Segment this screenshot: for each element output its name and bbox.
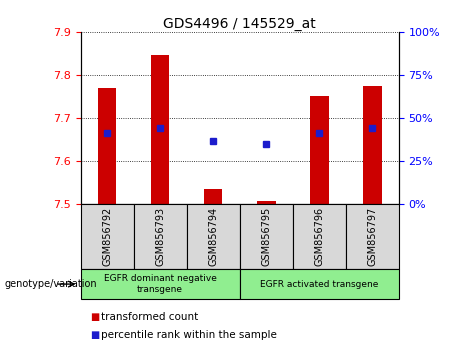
Bar [346, 204, 399, 269]
Bar [257, 201, 276, 204]
Bar [363, 86, 382, 204]
Text: percentile rank within the sample: percentile rank within the sample [101, 330, 278, 339]
Text: transformed count: transformed count [101, 312, 199, 322]
Text: genotype/variation: genotype/variation [5, 279, 97, 289]
Text: GSM856793: GSM856793 [155, 207, 165, 266]
Text: GSM856797: GSM856797 [367, 207, 377, 266]
Text: EGFR dominant negative
transgene: EGFR dominant negative transgene [104, 274, 217, 294]
Bar [98, 88, 117, 204]
Bar [81, 204, 134, 269]
Text: GSM856794: GSM856794 [208, 207, 218, 266]
Text: GSM856796: GSM856796 [314, 207, 324, 266]
Bar [134, 204, 187, 269]
Text: GSM856795: GSM856795 [261, 207, 271, 266]
Title: GDS4496 / 145529_at: GDS4496 / 145529_at [163, 17, 316, 31]
Text: ■: ■ [90, 330, 99, 339]
Bar [293, 204, 346, 269]
Text: EGFR activated transgene: EGFR activated transgene [260, 280, 378, 289]
Text: GSM856792: GSM856792 [102, 207, 112, 266]
Bar [81, 269, 240, 299]
Bar [240, 269, 399, 299]
Bar [240, 204, 293, 269]
Bar [151, 56, 170, 204]
Bar [187, 204, 240, 269]
Text: ■: ■ [90, 312, 99, 322]
Bar [204, 189, 223, 204]
Bar [310, 96, 329, 204]
